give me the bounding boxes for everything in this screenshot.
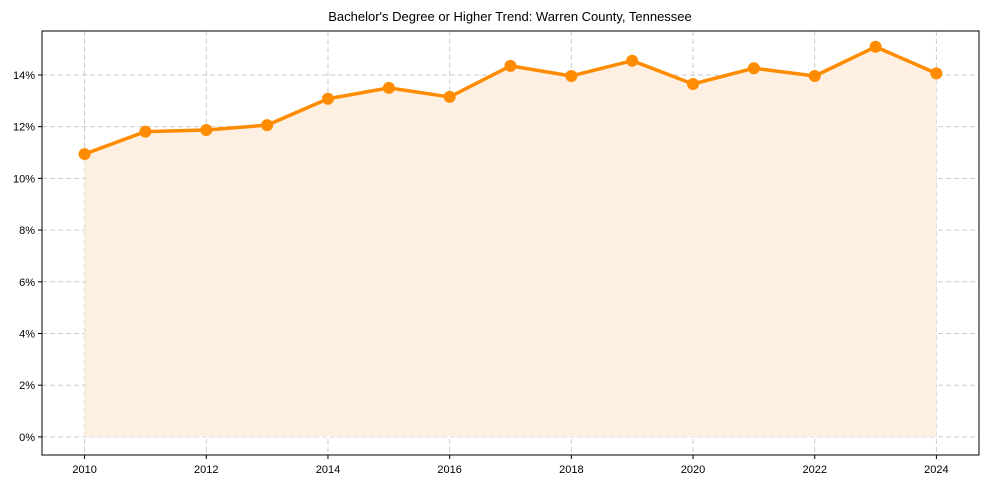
data-point bbox=[261, 119, 274, 132]
series-points bbox=[78, 40, 943, 161]
x-tick-label: 2022 bbox=[802, 464, 826, 476]
y-tick-label: 12% bbox=[13, 122, 35, 134]
data-point bbox=[808, 69, 821, 82]
data-point bbox=[139, 125, 152, 138]
data-point bbox=[321, 92, 334, 105]
y-tick-label: 10% bbox=[13, 173, 35, 185]
x-tick-label: 2018 bbox=[559, 464, 583, 476]
y-axis-ticks: 0% 2% 4% 6% 8% 10% 12% 14% bbox=[13, 70, 42, 444]
x-tick-label: 2020 bbox=[681, 464, 705, 476]
x-tick-label: 2012 bbox=[194, 464, 218, 476]
area-polygon bbox=[84, 46, 937, 437]
y-tick-label: 8% bbox=[19, 225, 35, 237]
x-tick-label: 2010 bbox=[72, 464, 96, 476]
data-point bbox=[747, 62, 760, 75]
x-axis-ticks: 2010 2012 2014 2016 2018 2020 2022 2024 bbox=[72, 455, 949, 476]
data-point bbox=[443, 90, 456, 103]
data-point bbox=[930, 67, 943, 80]
x-tick-label: 2016 bbox=[437, 464, 461, 476]
data-point bbox=[200, 124, 213, 137]
area-fill bbox=[84, 46, 937, 437]
data-point bbox=[78, 148, 91, 161]
x-tick-label: 2024 bbox=[924, 464, 948, 476]
y-tick-label: 0% bbox=[19, 432, 35, 444]
y-tick-label: 2% bbox=[19, 380, 35, 392]
x-tick-label: 2014 bbox=[316, 464, 340, 476]
y-tick-label: 4% bbox=[19, 328, 35, 340]
chart-title: Bachelor's Degree or Higher Trend: Warre… bbox=[328, 9, 692, 24]
data-point bbox=[626, 54, 639, 67]
plot-frame bbox=[41, 30, 980, 456]
data-point bbox=[565, 69, 578, 82]
y-tick-label: 14% bbox=[13, 70, 35, 82]
data-point bbox=[504, 59, 517, 72]
y-tick-label: 6% bbox=[19, 277, 35, 289]
data-point bbox=[869, 40, 882, 53]
data-point bbox=[687, 78, 700, 90]
data-point bbox=[382, 81, 395, 94]
